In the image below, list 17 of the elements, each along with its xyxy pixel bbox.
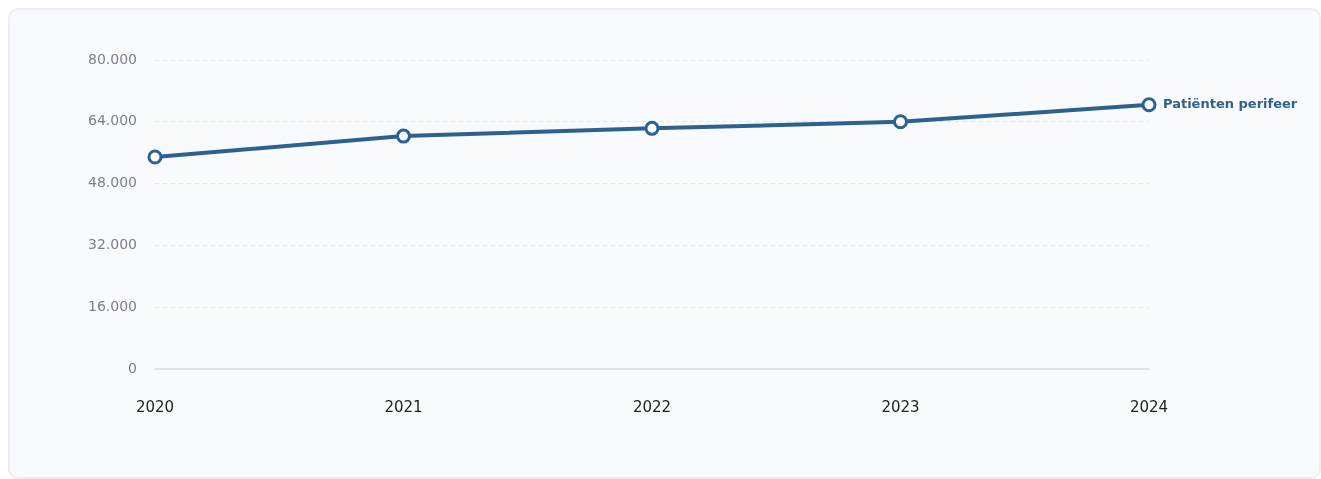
x-tick-label: 2021: [384, 397, 423, 416]
y-tick-label: 16.000: [87, 297, 137, 314]
y-tick-label: 0: [128, 359, 137, 376]
y-tick-label: 64.000: [87, 112, 137, 129]
point: [893, 114, 908, 130]
y-tick-label: 48.000: [87, 174, 137, 191]
y-tick-label: 32.000: [87, 236, 137, 253]
series-label: Patiënten perifeer: [1163, 96, 1298, 112]
y-tick-label: 80.000: [87, 50, 137, 67]
point: [1141, 97, 1157, 113]
x-tick-label: 2022: [632, 397, 672, 416]
point: [395, 128, 411, 144]
x-tick-label: 2020: [135, 397, 175, 416]
x-tick-label: 2024: [1129, 397, 1169, 416]
point: [147, 149, 163, 165]
point: [644, 120, 660, 136]
x-tick-label: 2023: [881, 397, 920, 416]
